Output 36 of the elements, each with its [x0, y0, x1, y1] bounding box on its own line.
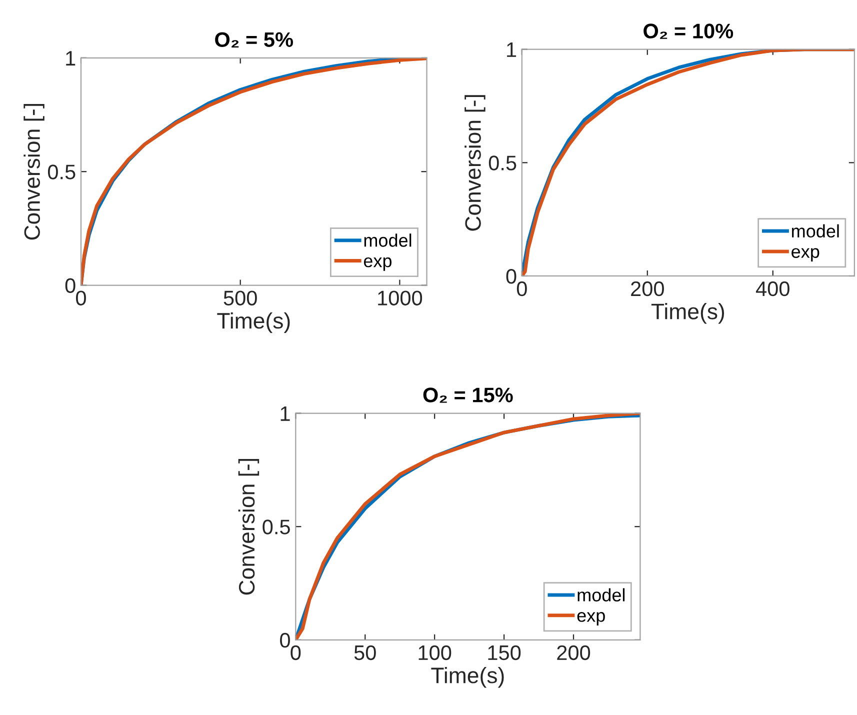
- y-tick-label: 0.5: [48, 164, 76, 180]
- y-tick-label: 0: [280, 632, 290, 648]
- x-tick-label: 0: [76, 290, 86, 306]
- legend-label: model: [792, 224, 839, 238]
- chart-title: O₂ = 10%: [644, 24, 734, 39]
- y-tick-label: 0.5: [262, 520, 290, 534]
- y-axis-title: Conversion [-]: [464, 95, 486, 231]
- y-axis-title: Conversion [-]: [238, 459, 260, 595]
- legend-label: exp: [792, 248, 820, 262]
- x-tick-label: 0: [290, 645, 301, 660]
- x-axis-title: Time(s): [431, 666, 504, 688]
- legend-label: model: [578, 588, 625, 602]
- chart-title: O₂ = 5%: [215, 32, 293, 48]
- x-tick-label: 200: [557, 645, 590, 660]
- y-tick-label: 0.5: [488, 156, 516, 170]
- x-tick-label: 200: [631, 281, 664, 296]
- y-tick-label: 0: [506, 268, 516, 284]
- x-axis-title: Time(s): [651, 303, 724, 324]
- y-tick-label: 1: [507, 42, 516, 57]
- chart-title: O₂ = 15%: [423, 388, 513, 403]
- y-tick-label: 1: [280, 406, 290, 421]
- legend-label: exp: [364, 257, 392, 271]
- x-tick-label: 100: [418, 645, 452, 660]
- legend-label: model: [364, 234, 412, 247]
- x-tick-label: 150: [488, 645, 521, 660]
- x-axis-title: Time(s): [217, 312, 290, 334]
- x-tick-label: 400: [756, 281, 790, 296]
- line-series: [80, 58, 427, 286]
- x-tick-label: 50: [354, 645, 376, 660]
- line-series: [522, 49, 854, 276]
- x-tick-label: 1000: [378, 290, 422, 306]
- x-tick-label: 0: [516, 281, 527, 296]
- y-tick-label: 1: [66, 51, 76, 66]
- y-axis-title: Conversion [-]: [24, 104, 44, 240]
- legend-label: exp: [577, 612, 605, 626]
- x-tick-label: 500: [224, 290, 257, 306]
